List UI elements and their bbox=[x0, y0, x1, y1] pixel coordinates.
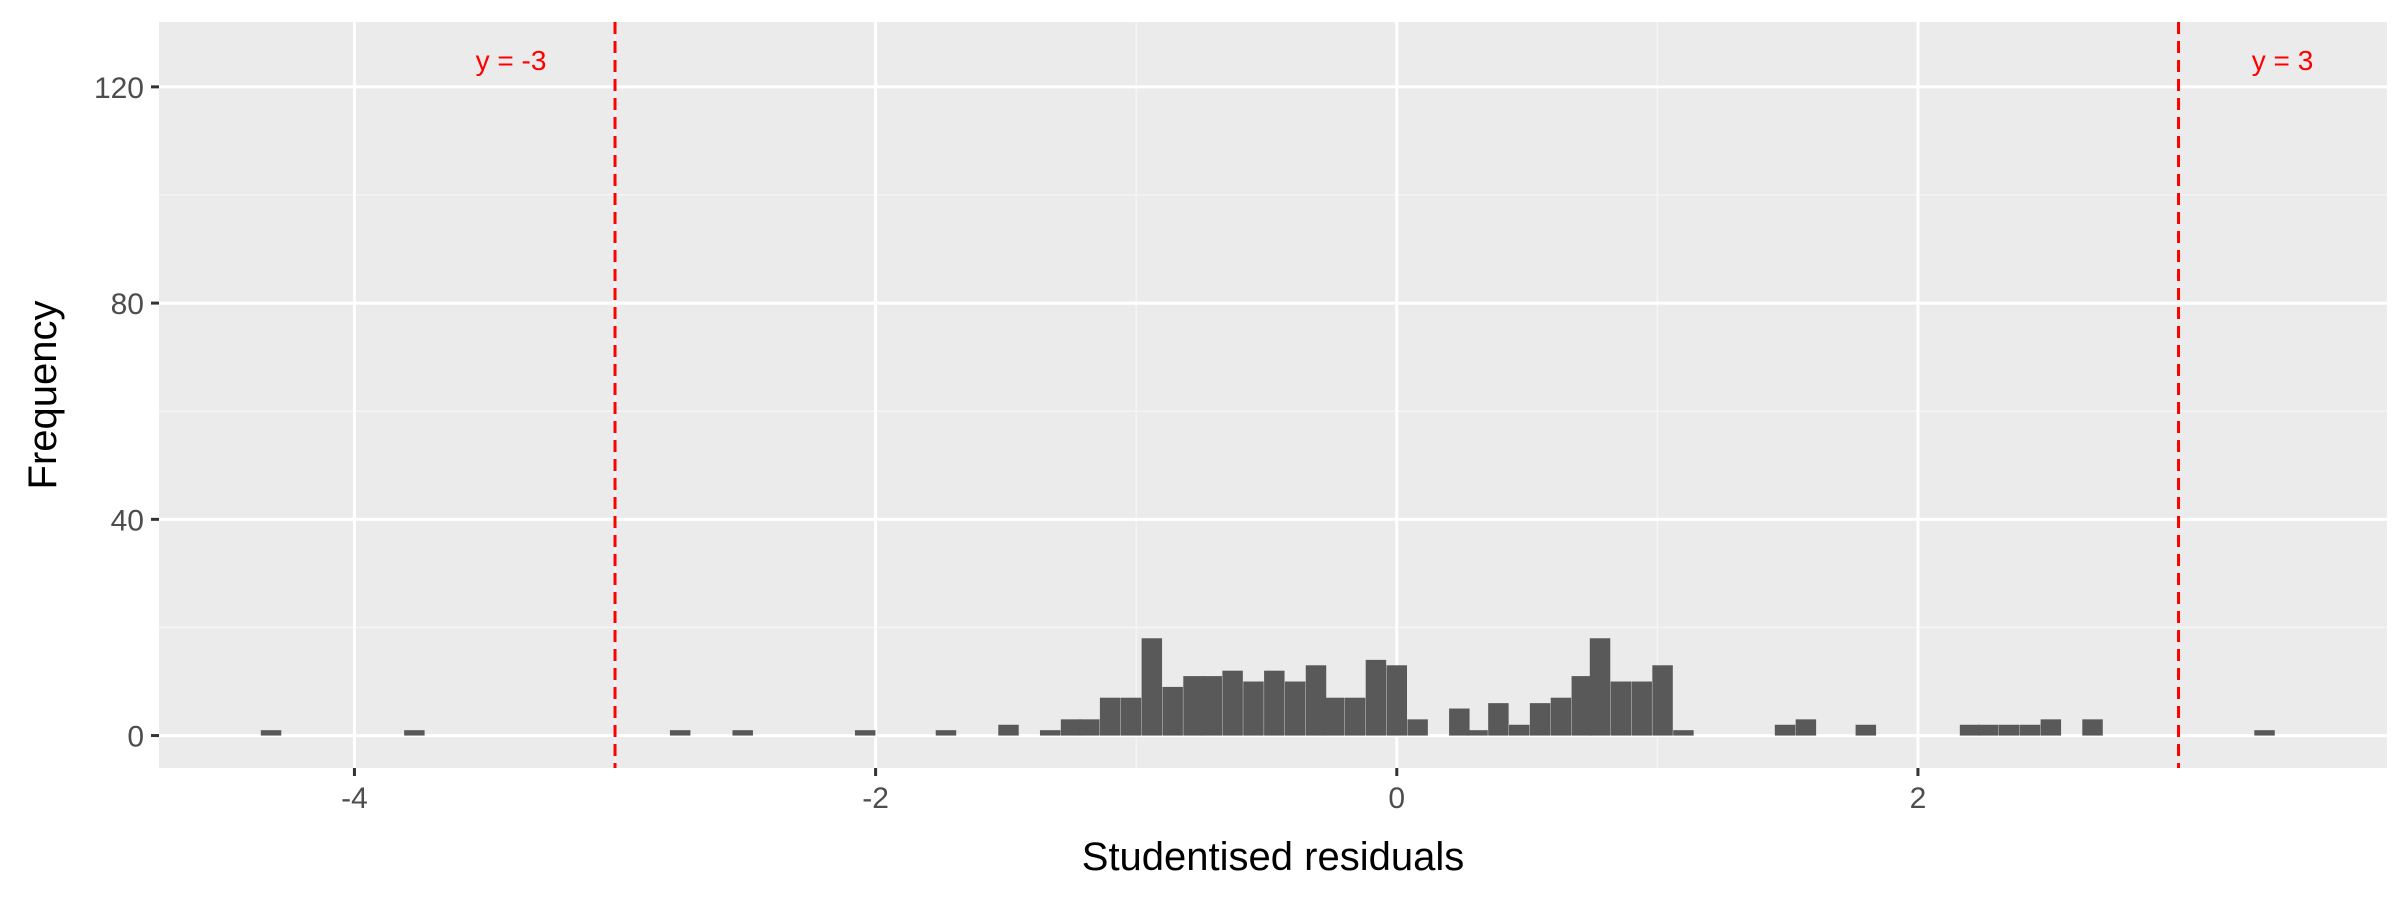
histogram-bar bbox=[1529, 703, 1551, 736]
x-tick-label: 0 bbox=[1388, 782, 1405, 815]
histogram-bar bbox=[260, 730, 282, 736]
y-tick-label: 0 bbox=[127, 721, 144, 754]
x-axis-title: Studentised residuals bbox=[1082, 835, 1464, 879]
histogram-bar bbox=[1652, 665, 1673, 736]
histogram-bar bbox=[1488, 703, 1509, 736]
histogram-bar bbox=[1243, 681, 1264, 736]
histogram-bar bbox=[935, 730, 957, 736]
histogram-bar bbox=[1449, 708, 1470, 736]
histogram-bar bbox=[732, 730, 753, 736]
histogram-bar bbox=[1631, 681, 1652, 736]
histogram-bar bbox=[404, 730, 425, 736]
minor-grid bbox=[159, 22, 2387, 768]
histogram-bar bbox=[1795, 719, 1817, 736]
histogram-bar bbox=[1324, 697, 1345, 736]
histogram-bar bbox=[1467, 730, 1488, 736]
x-tick-label: -4 bbox=[341, 782, 368, 815]
y-tick-label: 120 bbox=[94, 72, 144, 105]
reference-lines: y = -3 y = 3 bbox=[476, 22, 2313, 768]
histogram-bar bbox=[2040, 719, 2062, 736]
reference-line-label: y = -3 bbox=[476, 45, 547, 76]
histogram-bar bbox=[1162, 686, 1183, 736]
histogram-bar bbox=[1407, 719, 1428, 736]
histogram-bar bbox=[2254, 730, 2275, 736]
histogram-bar bbox=[1365, 659, 1387, 736]
reference-line-label: y = 3 bbox=[2252, 45, 2313, 76]
histogram-bar bbox=[1264, 670, 1285, 736]
histogram-bar bbox=[2019, 724, 2041, 736]
y-tick-label: 40 bbox=[111, 504, 144, 537]
histogram-bar bbox=[1079, 719, 1100, 736]
histogram-bar bbox=[1610, 681, 1632, 736]
histogram-bar bbox=[1305, 665, 1327, 736]
histogram-bar bbox=[1673, 730, 1694, 736]
histogram-bar bbox=[1120, 697, 1142, 736]
major-grid bbox=[159, 22, 2387, 768]
histogram-bar bbox=[998, 724, 1019, 736]
histogram-bar bbox=[1386, 665, 1408, 736]
histogram-bar bbox=[1550, 697, 1572, 736]
histogram-bar bbox=[1183, 676, 1204, 736]
histogram-bar bbox=[1774, 724, 1796, 736]
histogram-bar bbox=[669, 730, 691, 736]
plot-panel bbox=[159, 22, 2387, 768]
histogram-bar bbox=[1998, 724, 2020, 736]
histogram-bar bbox=[1855, 724, 1877, 736]
histogram-bar bbox=[1222, 670, 1243, 736]
y-tick-label: 80 bbox=[111, 288, 144, 321]
histogram-bar bbox=[1589, 638, 1611, 736]
histogram-bar bbox=[1978, 724, 1999, 736]
histogram-bar bbox=[1344, 697, 1366, 736]
histogram-bar bbox=[1571, 676, 1593, 736]
histogram-bar bbox=[1201, 676, 1222, 736]
histogram-bars bbox=[260, 638, 2275, 736]
histogram-bar bbox=[2082, 719, 2103, 736]
y-axis-title: Frequency bbox=[21, 301, 65, 490]
histogram-bar bbox=[854, 730, 876, 736]
x-tick-label: -2 bbox=[862, 782, 889, 815]
histogram-bar bbox=[1099, 697, 1121, 736]
histogram-bar bbox=[1039, 730, 1061, 736]
histogram-bar bbox=[1959, 724, 1981, 736]
histogram-bar bbox=[1060, 719, 1082, 736]
histogram-bar bbox=[1141, 638, 1163, 736]
histogram-bar bbox=[1509, 724, 1530, 736]
histogram-bar bbox=[1284, 681, 1306, 736]
x-tick-label: 2 bbox=[1910, 782, 1927, 815]
axes: 0 40 80 120 -4 -2 0 2 bbox=[94, 72, 1926, 815]
